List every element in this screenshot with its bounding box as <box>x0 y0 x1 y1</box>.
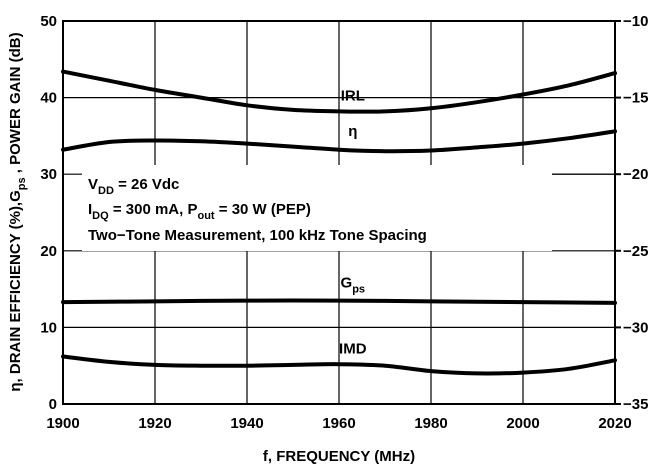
series-line-imd <box>61 354 617 376</box>
series-line-gps <box>61 298 617 305</box>
y-axis-left-title: η, DRAIN EFFICIENCY (%),Gps , POWER GAIN… <box>7 32 28 391</box>
series-label-gps: Gps <box>341 275 366 296</box>
annotation-line-2: IDQ = 300 mA, Pout = 30 W (PEP) <box>88 201 311 222</box>
x-tick-label: 1900 <box>46 415 79 432</box>
x-axis-title: f, FREQUENCY (MHz) <box>263 448 415 465</box>
ticks: 1900 1920 1940 1960 1980 2000 2020 0 10 20 30 40 50 −… <box>40 13 648 432</box>
y-left-tick-label: 30 <box>40 166 57 183</box>
annotation: VDD = 26 Vdc IDQ = 300 mA, Pout = 30 W (… <box>88 176 427 244</box>
y-left-tick-label: 40 <box>40 90 57 107</box>
x-tick-label: 2020 <box>598 415 631 432</box>
series-line-irl <box>61 69 617 114</box>
series-label-eta: η <box>348 123 357 140</box>
annotation-background <box>82 165 552 251</box>
x-tick-label: 1980 <box>414 415 447 432</box>
series-label-irl: IRL <box>341 87 365 104</box>
series-labels: IRL η Gps IMD <box>339 87 367 357</box>
y-right-tick-label: −35 <box>623 396 648 413</box>
y-right-tick-label: −10 <box>623 13 648 30</box>
y-right-tick-label: −30 <box>623 319 648 336</box>
plot-frame <box>62 20 616 405</box>
y-left-tick-label: 20 <box>40 243 57 260</box>
x-tick-label: 2000 <box>506 415 539 432</box>
y-right-tick-label: −15 <box>623 90 648 107</box>
series-line-eta <box>61 129 617 154</box>
annotation-line-1: VDD = 26 Vdc <box>88 176 179 197</box>
series-label-imd: IMD <box>339 341 367 358</box>
annotation-line-3: Two−Tone Measurement, 100 kHz Tone Spaci… <box>88 227 427 244</box>
x-tick-label: 1940 <box>230 415 263 432</box>
y-left-tick-label: 50 <box>40 13 57 30</box>
y-left-tick-label: 10 <box>40 319 57 336</box>
x-tick-label: 1920 <box>138 415 171 432</box>
y-right-tick-label: −20 <box>623 166 648 183</box>
y-left-tick-label: 0 <box>49 396 57 413</box>
y-right-tick-label: −25 <box>623 243 648 260</box>
x-tick-label: 1960 <box>322 415 355 432</box>
curves <box>61 69 617 376</box>
